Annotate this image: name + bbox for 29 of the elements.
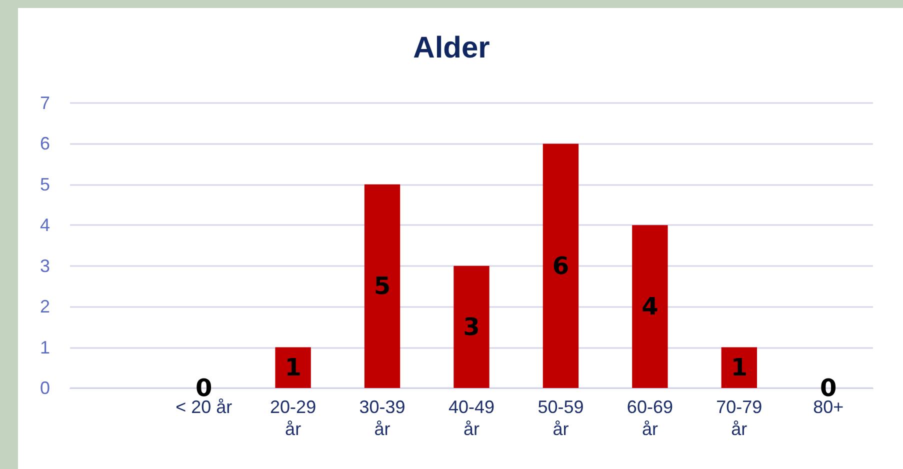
data-label: 3 (463, 312, 480, 341)
x-tick-label: 60-69 år (626, 397, 673, 439)
y-tick-label: 3 (40, 256, 50, 276)
x-tick-label: 40-49 år (448, 397, 495, 439)
x-tick-label: 80+ (813, 397, 844, 417)
x-tick-label: 20-29 år (270, 397, 316, 439)
bar (454, 266, 490, 388)
bar (632, 225, 668, 388)
y-tick-label: 0 (40, 378, 50, 398)
y-tick-label: 1 (40, 337, 50, 358)
chart-title: Alder (413, 32, 490, 64)
bar (275, 347, 311, 388)
y-tick-label: 6 (40, 134, 50, 154)
x-tick-label: 30-39 år (359, 397, 406, 439)
data-label: 1 (284, 354, 302, 382)
bar (542, 144, 579, 388)
y-tick-label: 7 (40, 93, 50, 113)
y-tick-label: 5 (40, 174, 50, 194)
x-tick-label: 50-59 år (538, 397, 584, 439)
bar (364, 184, 400, 388)
y-tick-label: 4 (40, 215, 50, 236)
x-tick-label: 70-79 år (716, 397, 762, 439)
data-label: 4 (642, 292, 658, 321)
x-tick-label: < 20 år (176, 397, 232, 417)
data-label: 1 (730, 354, 748, 382)
bar (721, 347, 758, 388)
data-label: 5 (374, 272, 391, 300)
y-tick-label: 2 (40, 296, 50, 317)
data-label: 6 (552, 252, 570, 280)
